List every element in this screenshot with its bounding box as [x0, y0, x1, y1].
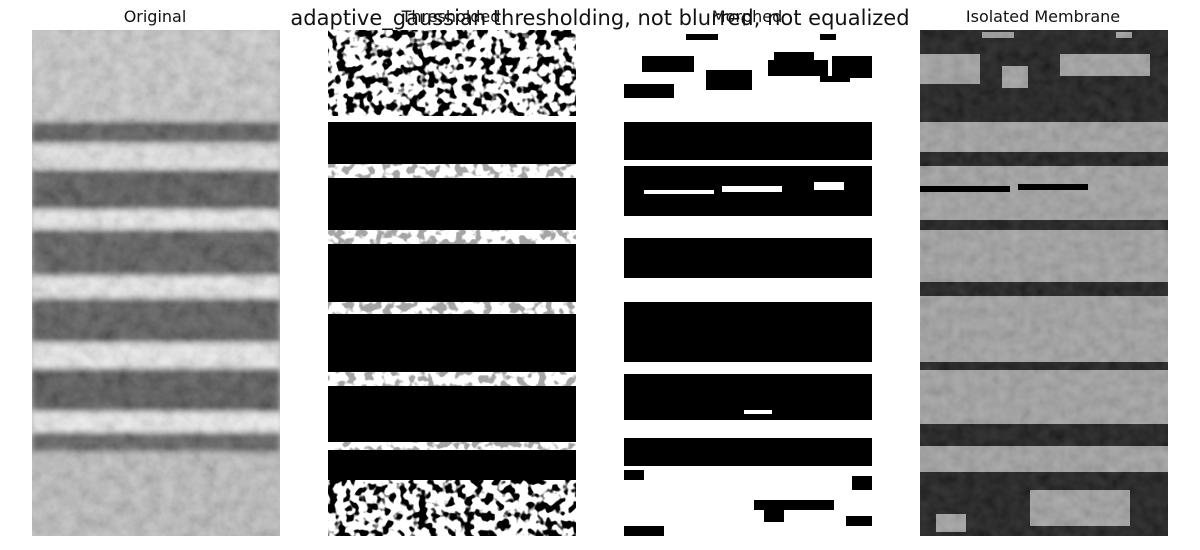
panel-title-isolated-membrane: Isolated Membrane [965, 7, 1121, 26]
isolated-membrane-image [920, 30, 1168, 536]
panel-title-thresholded: Thresholded [401, 7, 501, 26]
panel-title-morphed: Morphed [711, 7, 783, 26]
thresholded-image [328, 30, 576, 536]
isolated-membrane-panel [920, 30, 1168, 536]
morphed-image [624, 30, 872, 536]
thresholded-image-panel [328, 30, 576, 536]
morphed-image-panel [624, 30, 872, 536]
original-image [32, 30, 280, 536]
original-image-panel [32, 30, 280, 536]
panel-title-original: Original [123, 7, 187, 26]
figure-title: adaptive_gaussian thresholding, not blur… [290, 6, 910, 30]
